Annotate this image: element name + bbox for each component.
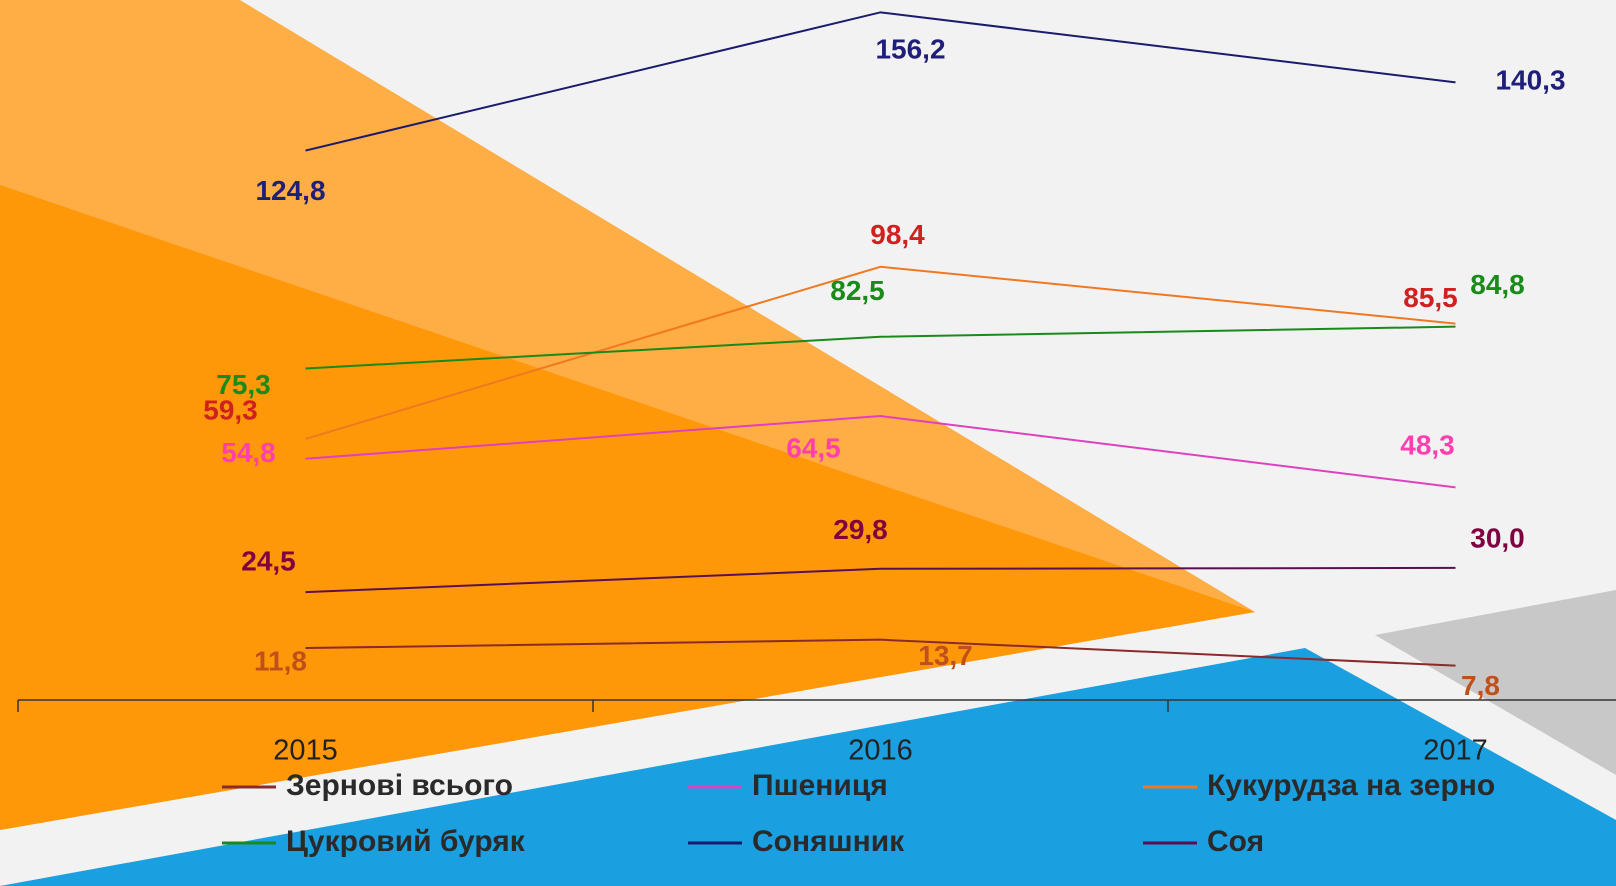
data-label: 29,8	[833, 514, 888, 545]
data-label: 140,3	[1495, 65, 1565, 96]
data-label: 59,3	[203, 394, 258, 425]
series-line	[305, 638, 1456, 667]
series-line	[305, 265, 1456, 440]
data-label: 13,7	[918, 640, 973, 671]
data-label: 64,5	[786, 432, 841, 463]
legend-label: Соняшник	[752, 825, 905, 858]
legend-label: Зернові всього	[286, 769, 513, 802]
series-line	[305, 11, 1456, 152]
data-label: 30,0	[1470, 522, 1525, 553]
series-line	[305, 566, 1456, 594]
legend-label: Пшениця	[752, 769, 888, 802]
data-label: 98,4	[870, 219, 925, 250]
data-label: 7,8	[1461, 670, 1500, 701]
data-label: 11,8	[254, 645, 307, 676]
x-tick-label: 2016	[848, 735, 913, 767]
data-label: 124,8	[255, 175, 325, 206]
data-label: 156,2	[875, 34, 945, 65]
data-label: 85,5	[1403, 282, 1458, 313]
series-line	[305, 415, 1456, 489]
legend-label: Цукровий буряк	[286, 825, 526, 858]
data-label: 75,3	[216, 369, 271, 400]
series-line	[305, 325, 1456, 370]
data-label: 48,3	[1400, 430, 1455, 461]
legend-label: Кукурудза на зерно	[1207, 769, 1495, 802]
data-label: 84,8	[1470, 269, 1525, 300]
legend-label: Соя	[1207, 825, 1264, 858]
data-label: 54,8	[221, 437, 276, 468]
orange-shape	[0, 185, 1255, 830]
x-tick-label: 2017	[1423, 735, 1488, 767]
x-tick-label: 2015	[273, 735, 338, 767]
data-label: 24,5	[241, 546, 296, 577]
data-label: 82,5	[830, 275, 885, 306]
gray-shape	[1375, 590, 1616, 775]
blue-shape	[0, 648, 1616, 886]
